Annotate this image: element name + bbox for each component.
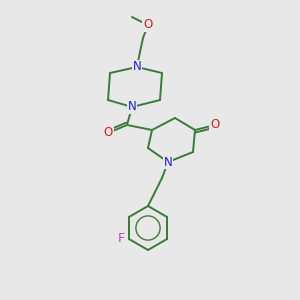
Text: N: N — [164, 155, 172, 169]
Text: O: O — [210, 118, 220, 131]
Text: N: N — [133, 61, 141, 74]
Text: O: O — [103, 127, 112, 140]
Text: O: O — [143, 19, 153, 32]
Text: F: F — [117, 232, 124, 245]
Text: N: N — [128, 100, 136, 113]
